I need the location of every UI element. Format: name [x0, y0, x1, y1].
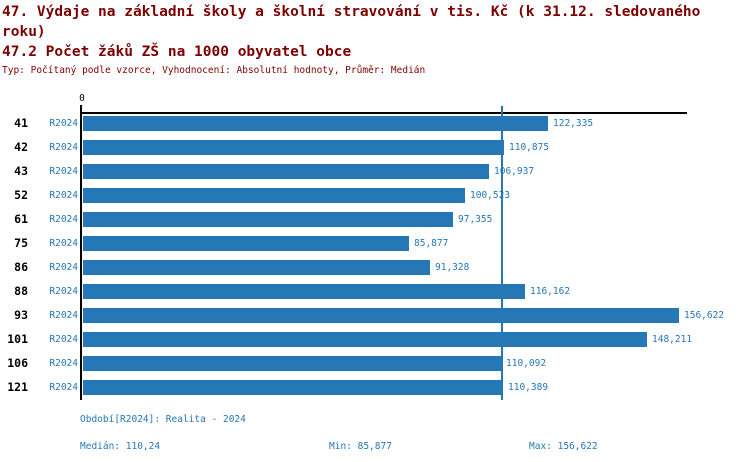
bar: [83, 308, 679, 323]
median-stat: Medián: 110,24: [80, 441, 161, 452]
x-axis-origin-label: 0: [79, 93, 85, 104]
value-label: 106,937: [494, 166, 535, 177]
x-axis-line: [80, 112, 687, 114]
series-label: R2024: [49, 238, 78, 249]
category-label: 101: [7, 332, 28, 346]
chart-title: 47. Výdaje na základní školy a školní st…: [2, 4, 701, 40]
bar: [83, 260, 430, 275]
series-label: R2024: [49, 214, 78, 225]
bar: [83, 116, 548, 131]
bar: [83, 380, 503, 395]
bar: [83, 164, 489, 179]
chart-subtitle: 47.2 Počet žáků ZŠ na 1000 obyvatel obce: [2, 44, 352, 60]
category-label: 121: [7, 380, 28, 394]
bar: [83, 212, 453, 227]
y-axis-line: [80, 105, 82, 400]
value-label: 85,877: [414, 238, 449, 249]
value-label: 100,523: [470, 190, 511, 201]
series-label: R2024: [49, 286, 78, 297]
max-stat: Max: 156,622: [529, 441, 598, 452]
min-stat: Min: 85,877: [329, 441, 392, 452]
bar: [83, 332, 647, 347]
series-label: R2024: [49, 382, 78, 393]
period-label: Období[R2024]: Realita - 2024: [80, 414, 246, 425]
category-label: 75: [14, 236, 28, 250]
value-label: 91,328: [435, 262, 470, 273]
chart-meta-info: Typ: Počítaný podle vzorce, Vyhodnocení:…: [2, 65, 426, 76]
bar: [83, 284, 525, 299]
category-label: 61: [14, 212, 28, 226]
category-label: 41: [14, 116, 28, 130]
category-label: 52: [14, 188, 28, 202]
value-label: 110,092: [506, 358, 547, 369]
category-label: 88: [14, 284, 28, 298]
value-label: 97,355: [458, 214, 493, 225]
bar: [83, 188, 465, 203]
value-label: 116,162: [530, 286, 571, 297]
series-label: R2024: [49, 262, 78, 273]
series-label: R2024: [49, 310, 78, 321]
median-reference-line: [501, 106, 503, 400]
value-label: 110,875: [509, 142, 550, 153]
value-label: 148,211: [652, 334, 693, 345]
value-label: 156,622: [684, 310, 725, 321]
category-label: 43: [14, 164, 28, 178]
category-label: 42: [14, 140, 28, 154]
bar: [83, 140, 504, 155]
series-label: R2024: [49, 142, 78, 153]
category-label: 86: [14, 260, 28, 274]
category-label: 93: [14, 308, 28, 322]
value-label: 110,389: [508, 382, 549, 393]
bar: [83, 236, 409, 251]
series-label: R2024: [49, 166, 78, 177]
category-label: 106: [7, 356, 28, 370]
series-label: R2024: [49, 118, 78, 129]
bar: [83, 356, 501, 371]
series-label: R2024: [49, 358, 78, 369]
series-label: R2024: [49, 334, 78, 345]
value-label: 122,335: [553, 118, 594, 129]
series-label: R2024: [49, 190, 78, 201]
